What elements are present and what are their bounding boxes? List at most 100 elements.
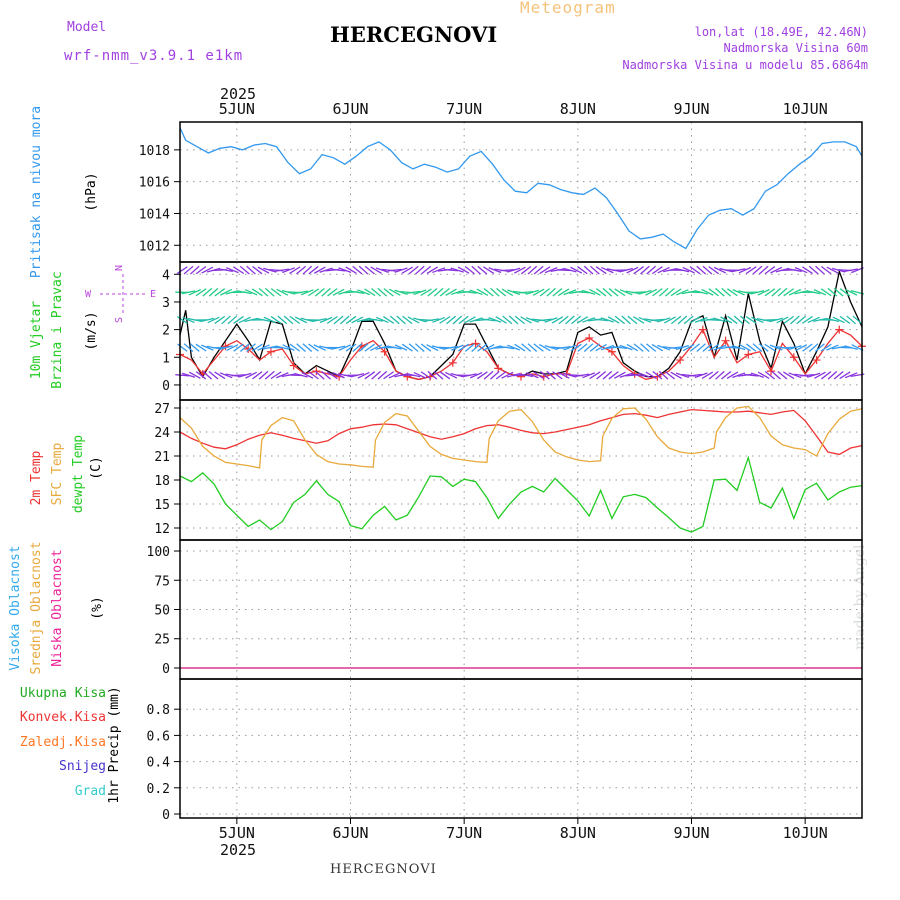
wind-arrow — [537, 318, 552, 322]
pressure-axis-title: Pritisak na nivou mora — [29, 106, 44, 278]
wind-arrow — [558, 288, 570, 297]
wind-speed-marker — [721, 336, 730, 345]
wind-arrow — [270, 315, 282, 324]
precip-axis-title: 1hr Precip (mm) — [107, 686, 122, 803]
wind-arrow — [258, 287, 269, 297]
wind-arrow — [321, 287, 331, 297]
wind-arrow — [595, 288, 607, 297]
wind-arrow — [739, 343, 751, 352]
wind-arrow — [256, 317, 271, 323]
wind-arrow — [575, 291, 590, 294]
wind-speed-marker — [448, 358, 457, 367]
wind-arrow — [813, 289, 827, 296]
series-wind-wind_gust — [179, 269, 863, 381]
wind-arrow — [696, 343, 706, 352]
wind-arrow — [746, 343, 757, 352]
wind-arrow — [500, 269, 515, 272]
wind-arrow — [645, 288, 658, 296]
wind-arrow — [646, 343, 657, 352]
wind-arrow — [501, 288, 514, 297]
series-wind-wind_speed — [179, 328, 863, 381]
wind-arrow — [552, 287, 563, 297]
wind-arrow — [370, 344, 383, 351]
date-label-top: 10JUN — [783, 100, 828, 118]
wind-arrow — [727, 288, 738, 297]
wind-arrow — [800, 374, 815, 377]
wind-arrow — [563, 344, 577, 351]
wind-arrow — [469, 289, 483, 296]
wind-arrow — [589, 371, 601, 380]
wind-arrow — [233, 315, 244, 324]
wind-arrow — [702, 265, 713, 275]
dewpt-axis-title: dewpt Temp — [71, 435, 86, 513]
wind-arrow — [327, 288, 338, 297]
wind-arrow — [201, 266, 214, 274]
wind-arrow — [563, 267, 577, 273]
wind-arrow — [507, 289, 521, 296]
wind-arrow — [445, 288, 457, 297]
panel-temperature: 12 15 18 21 24 27 — [154, 399, 863, 541]
wind-arrow — [764, 343, 776, 352]
wind-arrow — [238, 372, 252, 378]
wind-arrow — [371, 370, 381, 380]
wind-arrow — [476, 371, 488, 380]
wind-arrow — [219, 372, 233, 379]
wind-arrow — [490, 370, 500, 380]
wind-arrow — [544, 317, 558, 323]
wind-speed-marker — [789, 353, 798, 362]
wind-speed-marker — [494, 364, 503, 373]
date-label-top: 5JUN — [219, 100, 255, 118]
wind-arrow — [233, 343, 244, 352]
wind-arrow — [181, 290, 196, 295]
wind-arrow — [832, 316, 845, 324]
wind-arrow — [406, 373, 421, 378]
wind-arrow — [514, 343, 526, 352]
wind-arrow — [633, 316, 645, 324]
wind-arrow — [246, 265, 256, 275]
wind-arrow — [182, 316, 195, 324]
wind-speed-marker — [266, 347, 275, 356]
wind-arrow — [539, 370, 550, 380]
temp-unit: (C) — [89, 456, 104, 479]
wind-arrow — [312, 317, 327, 322]
wind-arrow — [589, 343, 600, 352]
wind-speed-marker — [244, 344, 253, 353]
wind-arrow — [526, 372, 539, 379]
wind-arrow — [226, 344, 239, 352]
wind-arrow — [764, 371, 776, 380]
y-tick-label: 0 — [162, 662, 170, 677]
wind-arrow — [464, 343, 475, 352]
wind-arrow — [383, 316, 395, 324]
wind-arrow — [533, 265, 544, 275]
wind-arrow — [583, 265, 594, 275]
wind-arrow — [820, 343, 832, 352]
wind-arrow — [364, 265, 375, 275]
wind-arrow — [387, 268, 402, 272]
wind-arrow — [357, 371, 370, 379]
wind-speed-marker — [380, 347, 389, 356]
wind-arrow — [394, 344, 408, 351]
wind-arrow — [433, 287, 444, 297]
wind-arrow — [713, 317, 727, 323]
wind-arrow — [208, 287, 219, 297]
wind-speed-marker — [767, 367, 776, 376]
wind-arrow — [721, 371, 732, 380]
wind-arrow — [426, 266, 439, 274]
wind-arrow — [276, 288, 289, 296]
wind-arrow — [439, 316, 451, 324]
wind-arrow — [689, 316, 701, 324]
wind-arrow — [427, 288, 438, 297]
wind-arrow — [294, 290, 308, 295]
wind-arrow — [231, 374, 246, 377]
wind-arrow — [227, 315, 238, 325]
wind-arrow — [713, 266, 727, 274]
wind-arrow — [446, 315, 457, 325]
wind-arrow — [200, 344, 214, 351]
wind-arrow — [183, 343, 194, 352]
wind-arrow — [439, 288, 450, 297]
wind-arrow — [638, 289, 652, 295]
wind-arrow — [769, 317, 783, 323]
wind-arrow — [619, 267, 633, 273]
wind-arrow — [670, 315, 682, 325]
wind-arrow — [321, 370, 331, 380]
